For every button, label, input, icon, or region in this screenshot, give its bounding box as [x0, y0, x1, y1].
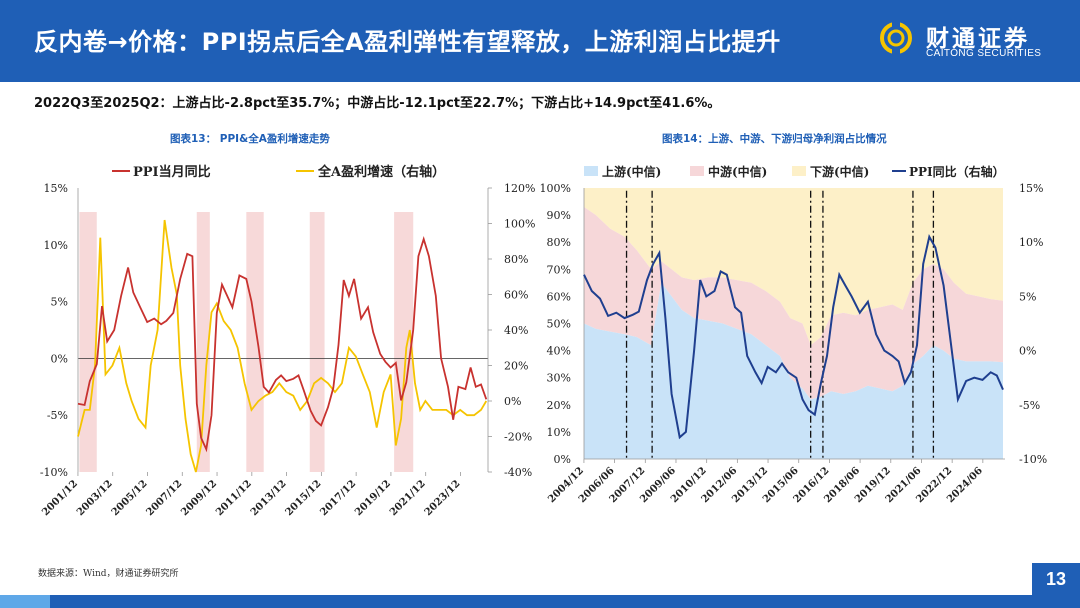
legend-label-downstream: 下游(中信): [810, 164, 869, 179]
page-title: 反内卷→价格：PPI拐点后全A盈利弹性有望释放，上游利润占比提升: [34, 28, 781, 56]
chart13-ppi-profit: 15% 10% 5% 0% -5% -10% 120% 100% 80% 60% 40% 20% 0% -…: [40, 164, 536, 518]
left-tick-label: 30%: [547, 372, 571, 385]
right-tick-label: 40%: [504, 324, 528, 337]
left-tick-label: 0%: [554, 453, 571, 466]
x-tick-label: 2009/12: [179, 478, 219, 518]
x-tick-label: 2011/12: [214, 478, 254, 518]
x-tick-label: 2017/12: [318, 478, 358, 518]
footer-bar: [0, 595, 1080, 608]
header-bar: 反内卷→价格：PPI拐点后全A盈利弹性有望释放，上游利润占比提升 财通证券 CA…: [0, 0, 1080, 82]
legend-swatch-downstream: [792, 166, 806, 176]
x-tick-label: 2019/12: [353, 478, 393, 518]
series-line-ppi: [77, 236, 488, 453]
legend-label-ppi: PPI同比（右轴）: [909, 164, 1005, 179]
left-tick-label: 5%: [51, 296, 68, 309]
data-source-note: 数据来源：Wind，财通证券研究所: [38, 569, 179, 579]
left-tick-label: 0%: [51, 352, 68, 365]
left-tick-label: 70%: [547, 263, 571, 276]
summary-text: 2022Q3至2025Q2：上游占比-2.8pct至35.7%；中游占比-12.…: [34, 96, 721, 111]
left-tick-label: -10%: [40, 466, 68, 479]
series-line-ppi: [583, 234, 1004, 440]
legend-swatch-upstream: [584, 166, 598, 176]
area-upstream: [584, 282, 1003, 459]
left-tick-label: 10%: [547, 426, 571, 439]
chart13-title: 图表13： PPI&全A盈利增速走势: [170, 133, 330, 145]
right-tick-label: 20%: [504, 360, 528, 373]
right-tick-label: -5%: [1019, 399, 1040, 412]
left-tick-label: 40%: [547, 345, 571, 358]
legend-label-profit: 全A盈利增速（右轴）: [317, 164, 445, 180]
page-number: 13: [1032, 563, 1080, 595]
right-tick-label: 80%: [504, 253, 528, 266]
right-tick-label: -10%: [1019, 453, 1047, 466]
area-midstream: [584, 207, 1003, 400]
legend-label-upstream: 上游(中信): [602, 164, 661, 179]
right-tick-label: 0%: [1019, 345, 1036, 358]
shaded-period: [309, 212, 325, 472]
shaded-period: [79, 212, 97, 472]
legend-label-ppi: PPI当月同比: [133, 164, 211, 180]
legend-label-midstream: 中游(中信): [708, 164, 767, 179]
right-tick-label: 0%: [504, 395, 521, 408]
right-tick-label: -20%: [504, 431, 532, 444]
x-tick-label: 2007/12: [145, 478, 185, 518]
x-tick-label: 2005/12: [110, 478, 150, 518]
left-tick-label: -5%: [47, 409, 68, 422]
legend-swatch-midstream: [690, 166, 704, 176]
left-tick-label: 90%: [547, 209, 571, 222]
left-tick-label: 20%: [547, 399, 571, 412]
right-tick-label: 100%: [504, 218, 535, 231]
logo-emblem-icon: [880, 22, 912, 54]
left-tick-label: 50%: [547, 318, 571, 331]
left-tick-label: 10%: [44, 239, 68, 252]
x-tick-label: 2015/12: [284, 478, 324, 518]
x-tick-label: 2023/12: [423, 478, 463, 518]
x-tick-label: 2013/12: [249, 478, 289, 518]
right-tick-label: 120%: [504, 182, 535, 195]
shaded-period: [246, 212, 264, 472]
left-tick-label: 80%: [547, 236, 571, 249]
left-tick-label: 100%: [540, 182, 571, 195]
shaded-period: [394, 212, 414, 472]
shaded-period: [196, 212, 210, 472]
x-tick-label: 2003/12: [75, 478, 115, 518]
chart14-profit-share: 100% 90% 80% 70% 60% 50% 40% 30% 20% 10% 0% 15% 10% 5…: [540, 164, 1047, 505]
right-tick-label: 10%: [1019, 236, 1043, 249]
chart14-title: 图表14：上游、中游、下游归母净利润占比情况: [662, 133, 887, 145]
right-tick-label: 60%: [504, 289, 528, 302]
company-logo: 财通证券 CAITONG SECURITIES: [872, 12, 1072, 68]
x-tick-label: 2001/12: [40, 478, 80, 518]
right-tick-label: 5%: [1019, 290, 1036, 303]
series-line-profit-growth: [77, 219, 488, 473]
left-tick-label: 15%: [44, 182, 68, 195]
logo-text-en: CAITONG SECURITIES: [926, 48, 1042, 59]
area-downstream: [584, 188, 1003, 346]
right-tick-label: 15%: [1019, 182, 1043, 195]
logo-text-cn: 财通证券: [926, 26, 1030, 52]
left-tick-label: 60%: [547, 290, 571, 303]
footer-accent: [0, 595, 50, 608]
x-tick-label: 2021/12: [388, 478, 428, 518]
right-tick-label: -40%: [504, 466, 532, 479]
